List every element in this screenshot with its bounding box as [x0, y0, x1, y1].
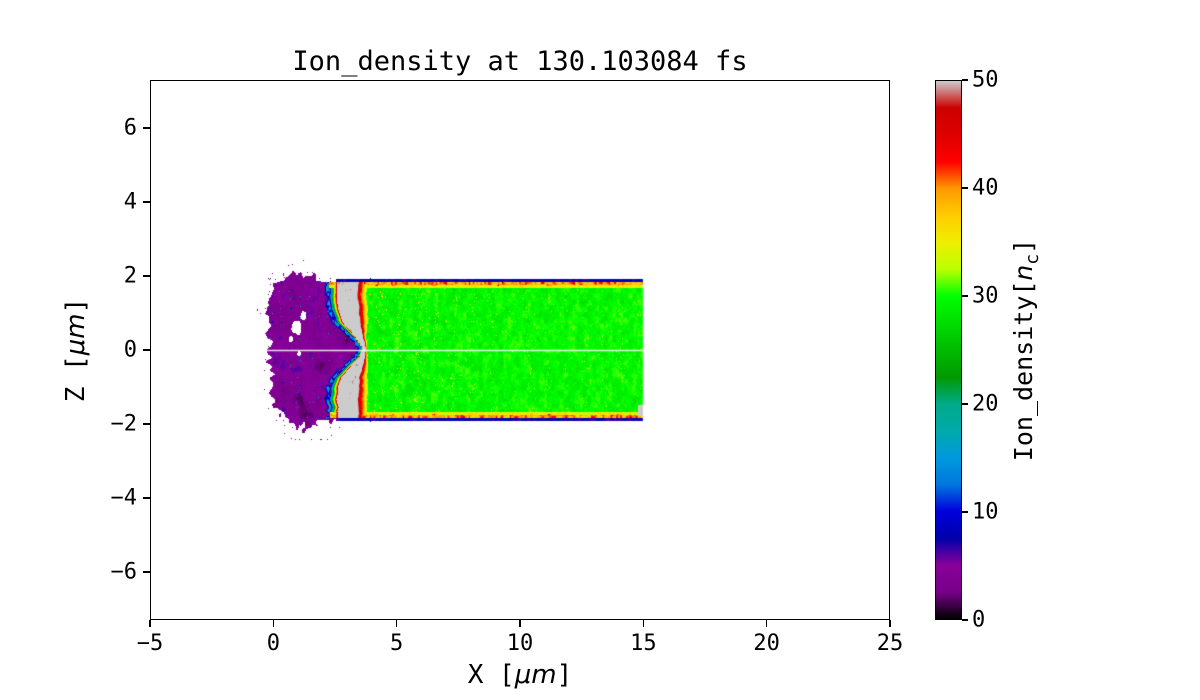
x-tick-label: 5 [390, 631, 404, 656]
colorbar-tick-mark [962, 619, 968, 621]
y-axis-unit: μm [61, 313, 91, 356]
x-tick-label: 20 [753, 631, 780, 656]
x-axis-unit: μm [514, 660, 557, 690]
colorbar-label: Ion_density[nc] [1009, 239, 1043, 461]
x-tick-label: 25 [876, 631, 904, 656]
y-tick-label: 4 [123, 189, 137, 215]
y-tick-label: −2 [110, 411, 138, 437]
colorbar-gradient [935, 80, 962, 620]
y-tick-mark [143, 497, 150, 499]
colorbar-tick-label: 40 [972, 175, 999, 201]
colorbar-tick-mark [962, 79, 968, 81]
x-axis-label-text: X [ [467, 660, 515, 690]
plot-area [150, 80, 890, 620]
plot-title: Ion_density at 130.103084 fs [292, 46, 748, 77]
x-tick-label: −5 [136, 631, 164, 656]
y-axis-label-close: ] [61, 297, 91, 314]
x-tick-label: 10 [506, 631, 534, 656]
colorbar-tick-mark [962, 187, 968, 189]
y-tick-mark [143, 275, 150, 277]
colorbar-label-var: n [1009, 264, 1038, 281]
x-tick-label: 0 [266, 631, 280, 656]
colorbar-label-text: Ion_density[ [1009, 280, 1038, 462]
y-tick-label: 0 [123, 337, 137, 363]
colorbar-tick-label: 10 [972, 499, 999, 525]
x-tick-mark [642, 620, 645, 627]
y-axis-label-text: Z [ [61, 355, 91, 403]
y-axis-label: Z [μm] [61, 298, 91, 403]
y-tick-label: −4 [110, 485, 138, 511]
colorbar-tick-label: 30 [972, 283, 999, 309]
y-tick-mark [143, 571, 150, 573]
x-tick-mark [272, 620, 275, 627]
colorbar-tick-mark [962, 295, 968, 297]
y-tick-mark [143, 127, 150, 129]
y-tick-label: 6 [123, 115, 137, 141]
y-tick-mark [143, 349, 150, 351]
y-tick-mark [143, 201, 150, 203]
x-axis-label-close: ] [556, 660, 573, 690]
colorbar-label-subscript: c [1022, 253, 1043, 265]
colorbar-tick-label: 50 [972, 67, 999, 93]
x-axis-label: X [μm] [468, 660, 573, 690]
x-tick-label: 15 [630, 631, 657, 656]
colorbar-tick-label: 0 [972, 607, 986, 633]
density-heatmap [150, 80, 890, 620]
colorbar-label-close: ] [1009, 238, 1038, 254]
colorbar-tick-mark [962, 511, 968, 513]
y-tick-mark [143, 423, 150, 425]
x-tick-mark [889, 620, 891, 627]
x-tick-mark [765, 620, 768, 627]
colorbar-tick-mark [962, 403, 968, 405]
colorbar-tick-label: 20 [972, 391, 999, 417]
x-tick-mark [149, 620, 151, 627]
x-tick-mark [519, 620, 521, 627]
y-tick-label: 2 [123, 263, 137, 289]
x-tick-mark [395, 620, 398, 627]
y-tick-label: −6 [110, 559, 138, 585]
